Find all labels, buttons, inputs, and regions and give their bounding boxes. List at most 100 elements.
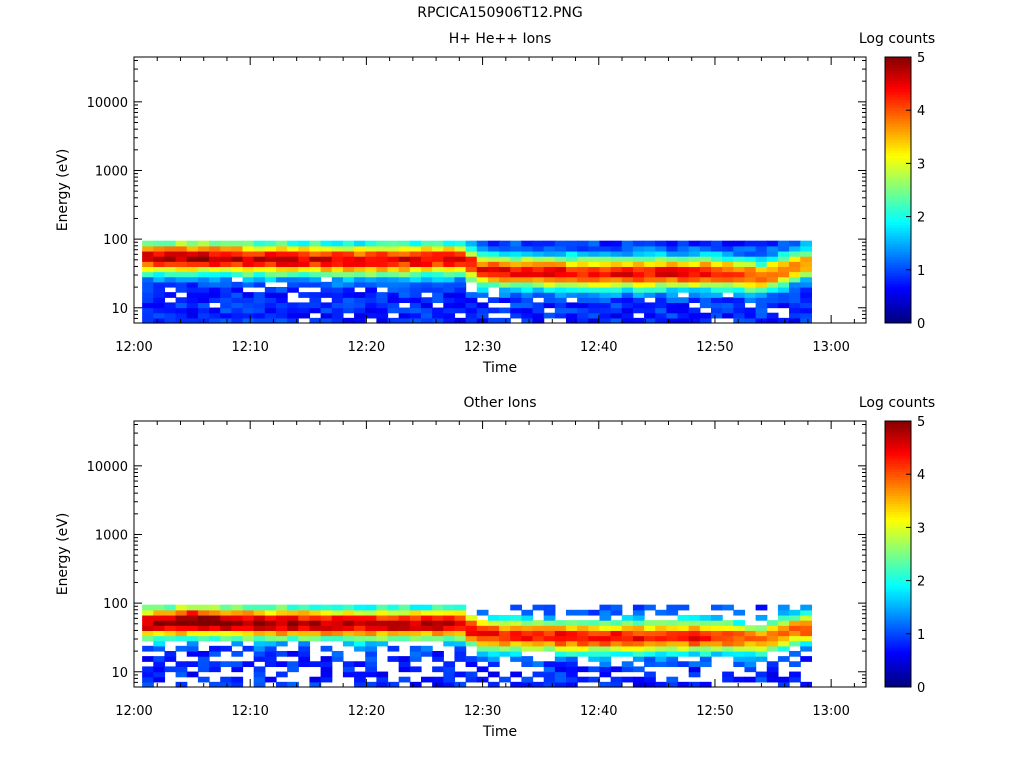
heatmap-cell bbox=[666, 271, 679, 278]
heatmap-cell bbox=[733, 286, 746, 293]
colorbar-segment bbox=[885, 543, 911, 547]
heatmap-cell bbox=[487, 307, 500, 314]
heatmap-cell bbox=[376, 307, 389, 314]
heatmap-cell bbox=[766, 240, 779, 247]
heatmap-cell bbox=[632, 281, 645, 288]
heatmap-cell bbox=[376, 635, 389, 642]
heatmap-cell bbox=[175, 681, 188, 688]
heatmap-cell bbox=[387, 656, 400, 662]
heatmap-cell bbox=[298, 614, 311, 621]
colorbar-segment bbox=[885, 75, 911, 79]
colorbar-segment bbox=[885, 320, 911, 324]
heatmap-cell bbox=[566, 620, 578, 626]
heatmap-cell bbox=[309, 635, 322, 642]
heatmap-cell bbox=[777, 271, 790, 278]
heatmap-cell bbox=[789, 630, 801, 637]
heatmap-cell bbox=[711, 245, 723, 252]
colorbar-segment bbox=[885, 261, 911, 265]
heatmap-cell bbox=[354, 317, 366, 324]
heatmap-cell bbox=[242, 614, 255, 621]
colorbar-segment bbox=[885, 216, 911, 220]
heatmap-cell bbox=[231, 256, 244, 262]
heatmap-cell bbox=[744, 276, 757, 283]
heatmap-cell bbox=[253, 281, 266, 288]
heatmap-cell bbox=[543, 261, 556, 267]
heatmap-cell bbox=[275, 614, 288, 621]
heatmap-cell bbox=[621, 271, 634, 278]
heatmap-cell bbox=[566, 656, 578, 662]
heatmap-cell bbox=[766, 266, 779, 273]
heatmap-cell bbox=[242, 292, 255, 298]
heatmap-cell bbox=[711, 625, 723, 631]
heatmap-cell bbox=[153, 609, 166, 616]
heatmap-cell bbox=[298, 281, 311, 288]
heatmap-cell bbox=[153, 604, 166, 611]
heatmap-cell bbox=[487, 640, 500, 647]
colorbar-segment bbox=[885, 293, 911, 297]
heatmap-cell bbox=[220, 604, 232, 611]
heatmap-cell bbox=[298, 256, 311, 262]
heatmap-cell bbox=[287, 266, 299, 273]
heatmap-cell bbox=[409, 266, 422, 273]
x-tick-label: 12:50 bbox=[696, 704, 733, 719]
heatmap-cell bbox=[711, 650, 723, 657]
heatmap-cell bbox=[298, 645, 311, 652]
heatmap-cell bbox=[554, 656, 567, 662]
heatmap-cell bbox=[242, 250, 255, 257]
x-tick-label: 12:40 bbox=[580, 340, 617, 355]
heatmap-cell bbox=[487, 625, 500, 631]
heatmap-cell bbox=[521, 256, 534, 262]
colorbar-segment bbox=[885, 466, 911, 470]
heatmap-cell bbox=[275, 286, 288, 293]
heatmap-cell bbox=[242, 312, 255, 319]
heatmap-cell bbox=[320, 604, 333, 611]
heatmap-cell bbox=[465, 656, 478, 662]
heatmap-cell bbox=[699, 292, 712, 298]
heatmap-cell bbox=[644, 630, 656, 637]
heatmap-cell bbox=[398, 245, 411, 252]
heatmap-cell bbox=[153, 266, 166, 273]
colorbar-segment bbox=[885, 639, 911, 643]
heatmap-cell bbox=[644, 286, 656, 293]
heatmap-cell bbox=[789, 317, 801, 324]
heatmap-cell bbox=[242, 635, 255, 642]
heatmap-cell bbox=[655, 292, 667, 298]
heatmap-cell bbox=[644, 650, 656, 657]
heatmap-cell bbox=[777, 292, 790, 298]
heatmap-cell bbox=[632, 645, 645, 652]
heatmap-cell bbox=[376, 281, 389, 288]
heatmap-cell bbox=[755, 297, 768, 304]
heatmap-cell bbox=[242, 240, 255, 247]
heatmap-cell bbox=[566, 271, 578, 278]
heatmap-cell bbox=[242, 276, 255, 283]
heatmap-cell bbox=[242, 307, 255, 314]
heatmap-cell bbox=[432, 317, 444, 324]
heatmap-cell bbox=[621, 307, 634, 314]
heatmap-cell bbox=[465, 276, 478, 283]
heatmap-cell bbox=[376, 245, 389, 252]
heatmap-cell bbox=[755, 645, 768, 652]
heatmap-cell bbox=[220, 317, 232, 324]
heatmap-cell bbox=[398, 666, 411, 673]
heatmap-cell bbox=[175, 307, 188, 314]
heatmap-cell bbox=[543, 630, 556, 637]
heatmap-cell bbox=[521, 614, 534, 621]
heatmap-cell bbox=[699, 297, 712, 304]
heatmap-cell bbox=[487, 256, 500, 262]
heatmap-cell bbox=[175, 250, 188, 257]
heatmap-cell bbox=[532, 681, 545, 688]
heatmap-cell bbox=[387, 245, 400, 252]
heatmap-cell bbox=[566, 661, 578, 668]
heatmap-cell bbox=[209, 666, 221, 673]
heatmap-cell bbox=[487, 261, 500, 267]
colorbar-segment bbox=[885, 431, 911, 435]
heatmap-cell bbox=[677, 297, 690, 304]
heatmap-cell bbox=[432, 666, 444, 673]
colorbar-segment bbox=[885, 99, 911, 103]
heatmap-cell bbox=[800, 635, 812, 642]
heatmap-cell bbox=[543, 245, 556, 252]
heatmap-cell bbox=[264, 630, 277, 637]
heatmap-cell bbox=[711, 286, 723, 293]
heatmap-cell bbox=[320, 656, 333, 662]
heatmap-cell bbox=[365, 250, 377, 257]
